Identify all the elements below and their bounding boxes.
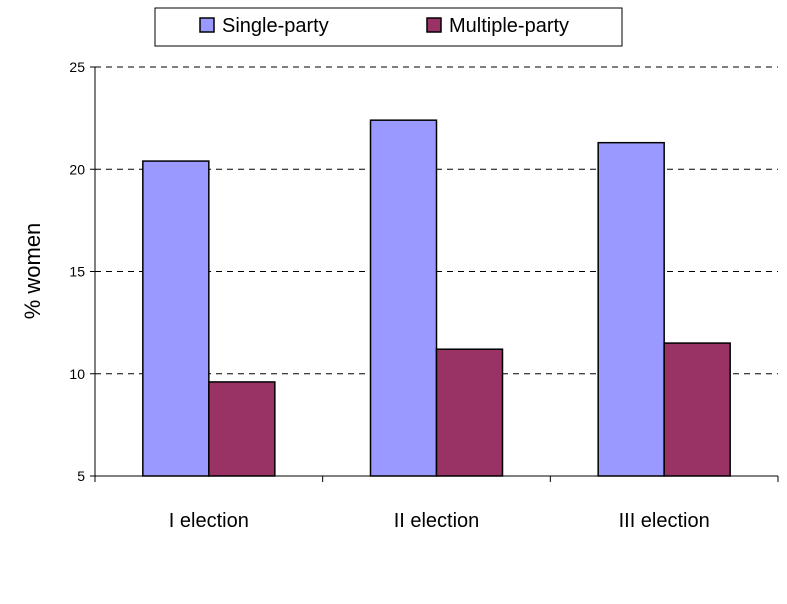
legend-swatch-single-party bbox=[199, 17, 215, 33]
legend-swatch-multiple-party bbox=[426, 17, 442, 33]
y-tick-label: 25 bbox=[69, 59, 85, 75]
legend: Single-party Multiple-party bbox=[154, 7, 623, 47]
y-tick-label: 5 bbox=[77, 468, 85, 484]
bar-single-party-3 bbox=[597, 141, 665, 477]
bar-single-party-2 bbox=[369, 119, 438, 477]
y-tick-label: 10 bbox=[69, 366, 85, 382]
y-ticks: 5 10 15 20 25 bbox=[69, 59, 95, 484]
bar-single-party-1 bbox=[142, 160, 210, 477]
bars bbox=[142, 119, 731, 477]
legend-box bbox=[154, 7, 623, 47]
y-tick-label: 20 bbox=[69, 161, 85, 177]
legend-label-multiple-party: Multiple-party bbox=[449, 15, 569, 37]
x-ticks: I election II election III election bbox=[94, 476, 779, 532]
y-axis-title: % women bbox=[20, 223, 45, 320]
bar-multiple-party-1 bbox=[208, 381, 276, 477]
y-tick-label: 15 bbox=[69, 264, 85, 280]
x-tick-label: I election bbox=[169, 510, 249, 532]
bar-multiple-party-2 bbox=[435, 348, 504, 477]
legend-label-single-party: Single-party bbox=[222, 15, 329, 37]
x-tick-label: III election bbox=[619, 510, 710, 532]
x-tick-label: II election bbox=[394, 510, 480, 532]
bar-multiple-party-3 bbox=[663, 342, 731, 477]
